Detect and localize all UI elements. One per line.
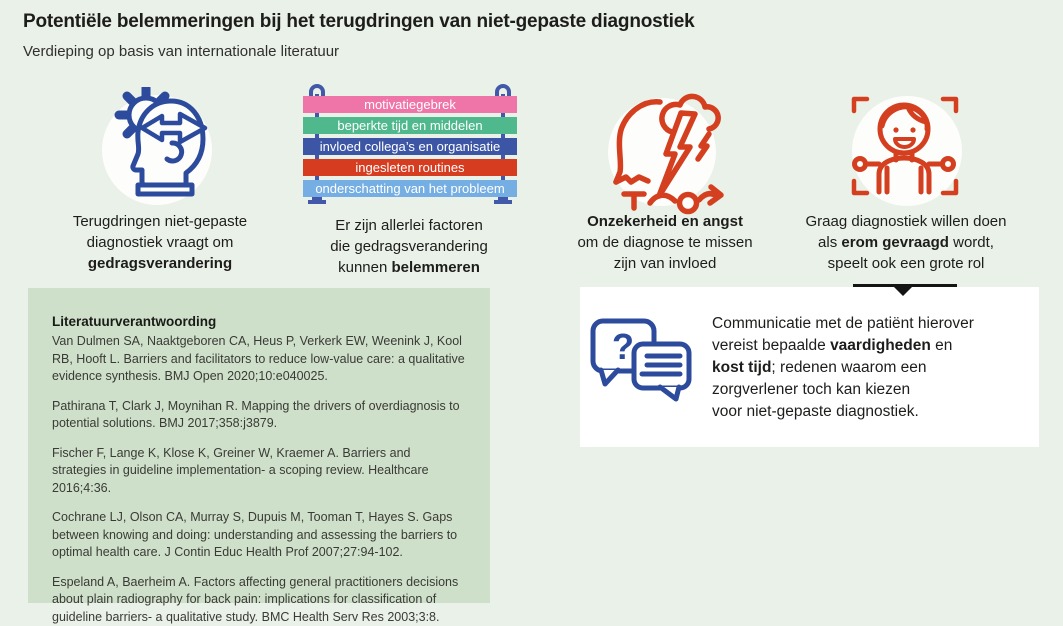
banner-3: invloed collega’s en organisatie [303,138,517,155]
text-segment: gedragsverandering [87,255,233,272]
patient-portrait-icon [851,96,959,196]
note-text: Communicatie met de patiënt hierover vere… [712,313,1037,423]
text-segment: voor niet-gepaste diagnostiek. [712,403,919,420]
page-title: Potentiële belemmeringen bij het terugdr… [23,11,695,32]
text-segment: kost tijd [712,359,772,376]
text-segment: Onzekerheid en angst [587,213,743,230]
svg-text:?: ? [612,326,634,367]
text-segment: en [930,337,953,354]
text-segment: zijn van invloed [613,255,717,272]
literature-box: Literatuurverantwoording Van Dulmen SA, … [28,288,490,624]
arrow-down-icon [894,287,912,296]
pole-foot [308,200,326,204]
connector-line [853,284,957,287]
hanger-hook-right [495,84,511,97]
caption-onzekerheid: Onzekerheid en angst om de diagnose te mi… [535,211,795,274]
text-segment: erom gevraagd [841,234,949,251]
text-segment: belemmeren [391,259,480,276]
text-segment: diagnostiek vraagt om [86,234,234,251]
text-segment: als [818,234,842,251]
gear-head-arrows-icon [114,87,208,197]
banner-2: beperkte tijd en middelen [303,117,517,134]
reference-1: Van Dulmen SA, Naaktgeboren CA, Heus P, … [52,334,465,383]
text-segment: Er zijn allerlei factoren [335,217,483,234]
text-segment: wordt, [948,234,994,251]
banner-4: ingesleten routines [303,159,517,176]
pole-foot [312,196,322,200]
text-segment: kunnen [338,259,392,276]
storm-head-icon [613,93,724,215]
text-segment: Communicatie met de patiënt hierover [712,315,974,332]
text-segment: vaardigheden [830,337,931,354]
speech-bubbles-question-icon: ? [590,318,692,402]
text-segment: die gedragsverandering [330,238,488,255]
caption-belemmeren: Er zijn allerlei factoren die gedragsvera… [279,215,539,278]
banner-5: onderschatting van het probleem [303,180,517,197]
text-segment: speelt ook een grote rol [827,255,985,272]
caption-erom-gevraagd: Graag diagnostiek willen doen als erom ge… [771,211,1041,274]
pole-foot [498,196,508,200]
reference-2: Pathirana T, Clark J, Moynihan R. Mappin… [52,398,460,431]
hanging-banners: motivatiegebrek beperkte tijd en middelen… [303,84,517,210]
text-segment: Terugdringen niet-gepaste [72,213,248,230]
text-segment: ; redenen waarom een [771,359,927,376]
literature-heading: Literatuurverantwoording [52,314,217,329]
hanger-hook-left [309,84,325,97]
reference-4: Cochrane LJ, Olson CA, Murray S, Dupuis … [52,510,458,559]
text-segment: vereist bepaalde [712,337,831,354]
text-segment: Graag diagnostiek willen doen [805,213,1007,230]
reference-3: Fischer F, Lange K, Klose K, Greiner W, … [52,445,429,495]
text-segment: om de diagnose te missen [577,234,753,251]
banner-1: motivatiegebrek [303,96,517,113]
pole-foot [494,200,512,204]
reference-5: Espeland A, Baerheim A. Factors affectin… [52,574,459,624]
caption-gedragsverandering: Terugdringen niet-gepaste diagnostiek vra… [30,211,290,274]
text-segment: zorgverlener toch kan kiezen [712,381,911,398]
reference-list: Van Dulmen SA, Naaktgeboren CA, Heus P, … [52,333,466,626]
page-subtitle: Verdieping op basis van internationale l… [23,43,340,60]
